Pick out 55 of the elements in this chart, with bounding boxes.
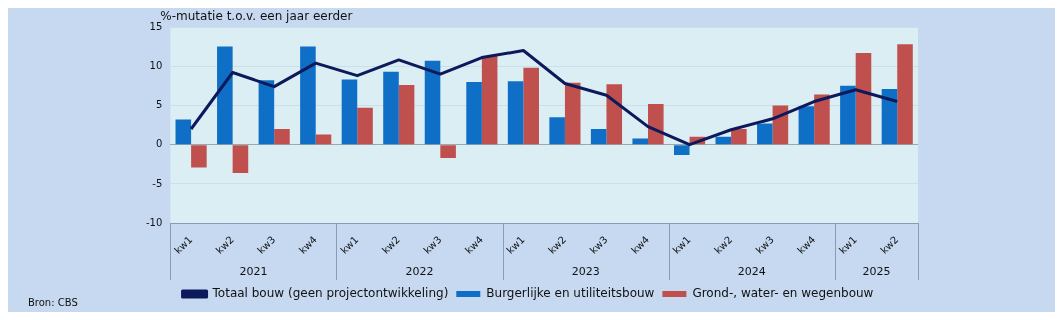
bar	[523, 67, 539, 145]
legend-label: Burgerlijke en utiliteitsbouw	[486, 286, 655, 301]
bar	[855, 52, 872, 145]
bar	[606, 84, 623, 145]
bar	[315, 134, 332, 145]
text: 2023	[571, 265, 600, 279]
bar	[258, 80, 275, 145]
bar	[590, 128, 607, 145]
bar	[424, 60, 441, 145]
bar	[341, 79, 358, 145]
bar	[840, 85, 856, 145]
x-tick-label: kw1	[670, 233, 693, 257]
bar	[300, 46, 316, 145]
bar	[481, 56, 498, 145]
bar	[357, 107, 373, 145]
y-tick-label: 5	[155, 99, 163, 111]
bar	[715, 136, 732, 145]
bar	[881, 88, 898, 145]
chart-title: %-mutatie t.o.v. een jaar eerder	[160, 9, 353, 24]
text: Bron: CBS	[28, 296, 78, 308]
bar	[814, 94, 830, 145]
bar	[440, 145, 456, 159]
bar	[897, 44, 913, 145]
legend-label: Grond-, water- en wegenbouw	[692, 286, 874, 301]
y-tick-label: 15	[149, 20, 163, 32]
y-tick-label: 10	[149, 59, 163, 71]
y-tick-label: -10	[145, 216, 163, 228]
y-tick-label: 0	[155, 138, 163, 150]
bar	[232, 145, 249, 173]
legend-label: Totaal bouw (geen projectontwikkeling)	[211, 286, 449, 301]
bar	[731, 128, 747, 145]
y-tick-label: -5	[152, 177, 163, 189]
bar	[217, 46, 233, 145]
bar	[398, 85, 415, 145]
x-tick-label: kw1	[338, 233, 361, 257]
x-tick-label: kw1	[836, 233, 859, 257]
bar	[175, 119, 192, 145]
bar	[507, 81, 524, 145]
bar	[648, 103, 664, 145]
bar	[191, 145, 207, 168]
bar	[673, 145, 690, 155]
bar	[466, 81, 482, 145]
bar	[757, 123, 773, 145]
bar	[564, 82, 581, 145]
bar	[798, 106, 815, 145]
x-tick-label: kw1	[172, 233, 195, 257]
text: 2021	[239, 265, 268, 279]
bar	[549, 117, 565, 145]
text: 2025	[862, 265, 891, 279]
bar	[632, 138, 649, 145]
text: 2024	[737, 265, 766, 279]
x-tick-label: kw1	[504, 233, 527, 257]
text: 2022	[405, 265, 434, 279]
bar	[383, 71, 399, 145]
bar	[274, 128, 290, 145]
